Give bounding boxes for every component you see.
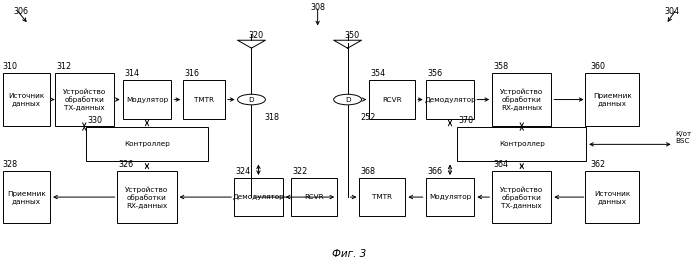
Bar xyxy=(3,171,50,223)
Bar xyxy=(585,171,639,223)
Text: TMTR: TMTR xyxy=(373,194,392,200)
Text: 318: 318 xyxy=(264,113,279,122)
Bar xyxy=(123,81,172,119)
Bar xyxy=(492,73,551,126)
Text: 356: 356 xyxy=(427,69,442,78)
Text: 354: 354 xyxy=(371,69,386,78)
Text: 350: 350 xyxy=(344,31,359,40)
Bar xyxy=(585,73,639,126)
Text: RCVR: RCVR xyxy=(304,194,324,200)
Text: 314: 314 xyxy=(124,69,139,78)
Text: Источник
данных: Источник данных xyxy=(8,93,45,106)
Circle shape xyxy=(237,94,265,105)
Text: Приемник
данных: Приемник данных xyxy=(7,191,46,204)
Text: Устройство
обработки
RX-данных: Устройство обработки RX-данных xyxy=(126,186,169,208)
Text: Контроллер: Контроллер xyxy=(124,141,170,147)
Text: 330: 330 xyxy=(87,116,103,125)
Bar xyxy=(54,73,114,126)
Text: 312: 312 xyxy=(57,62,72,71)
Text: 358: 358 xyxy=(493,62,509,71)
Bar xyxy=(117,171,177,223)
Text: Источник
данных: Источник данных xyxy=(594,191,630,204)
Text: 308: 308 xyxy=(310,3,325,12)
Text: Устройство
обработки
TX-данных: Устройство обработки TX-данных xyxy=(63,89,106,110)
Text: Демодулятор: Демодулятор xyxy=(424,96,476,103)
Bar xyxy=(426,81,475,119)
Bar xyxy=(183,81,225,119)
Bar xyxy=(426,178,475,216)
Text: 322: 322 xyxy=(292,167,308,176)
Text: Устройство
обработки
RX-данных: Устройство обработки RX-данных xyxy=(500,89,543,110)
Text: 364: 364 xyxy=(493,160,509,169)
Bar xyxy=(359,178,406,216)
Text: 306: 306 xyxy=(13,7,28,16)
Text: Фиг. 3: Фиг. 3 xyxy=(332,249,366,259)
Text: К/от
BSC: К/от BSC xyxy=(675,131,691,144)
Text: RCVR: RCVR xyxy=(383,96,402,103)
Bar xyxy=(86,127,208,161)
Text: D: D xyxy=(345,96,350,103)
Bar xyxy=(492,171,551,223)
Text: 362: 362 xyxy=(590,160,605,169)
Text: 310: 310 xyxy=(3,62,17,71)
Text: 370: 370 xyxy=(459,116,474,125)
Text: 324: 324 xyxy=(235,167,251,176)
Text: 252: 252 xyxy=(360,113,376,122)
Bar xyxy=(234,178,283,216)
Text: Модулятор: Модулятор xyxy=(126,96,168,103)
Text: D: D xyxy=(248,96,254,103)
Text: 328: 328 xyxy=(3,160,18,169)
Text: Устройство
обработки
TX-данных: Устройство обработки TX-данных xyxy=(500,186,543,208)
Text: Демодулятор: Демодулятор xyxy=(232,194,284,200)
Text: Модулятор: Модулятор xyxy=(429,194,471,200)
Bar xyxy=(369,81,415,119)
Text: 366: 366 xyxy=(427,167,442,176)
Text: TMTR: TMTR xyxy=(194,96,214,103)
Text: 320: 320 xyxy=(248,31,263,40)
Bar xyxy=(291,178,337,216)
Circle shape xyxy=(334,94,362,105)
Bar xyxy=(457,127,586,161)
Text: 304: 304 xyxy=(665,7,680,16)
Text: 326: 326 xyxy=(119,160,134,169)
Text: Контроллер: Контроллер xyxy=(499,141,544,147)
Text: 316: 316 xyxy=(184,69,200,78)
Text: 368: 368 xyxy=(361,167,376,176)
Text: Приемник
данных: Приемник данных xyxy=(593,93,632,106)
Text: 360: 360 xyxy=(590,62,605,71)
Bar xyxy=(3,73,50,126)
